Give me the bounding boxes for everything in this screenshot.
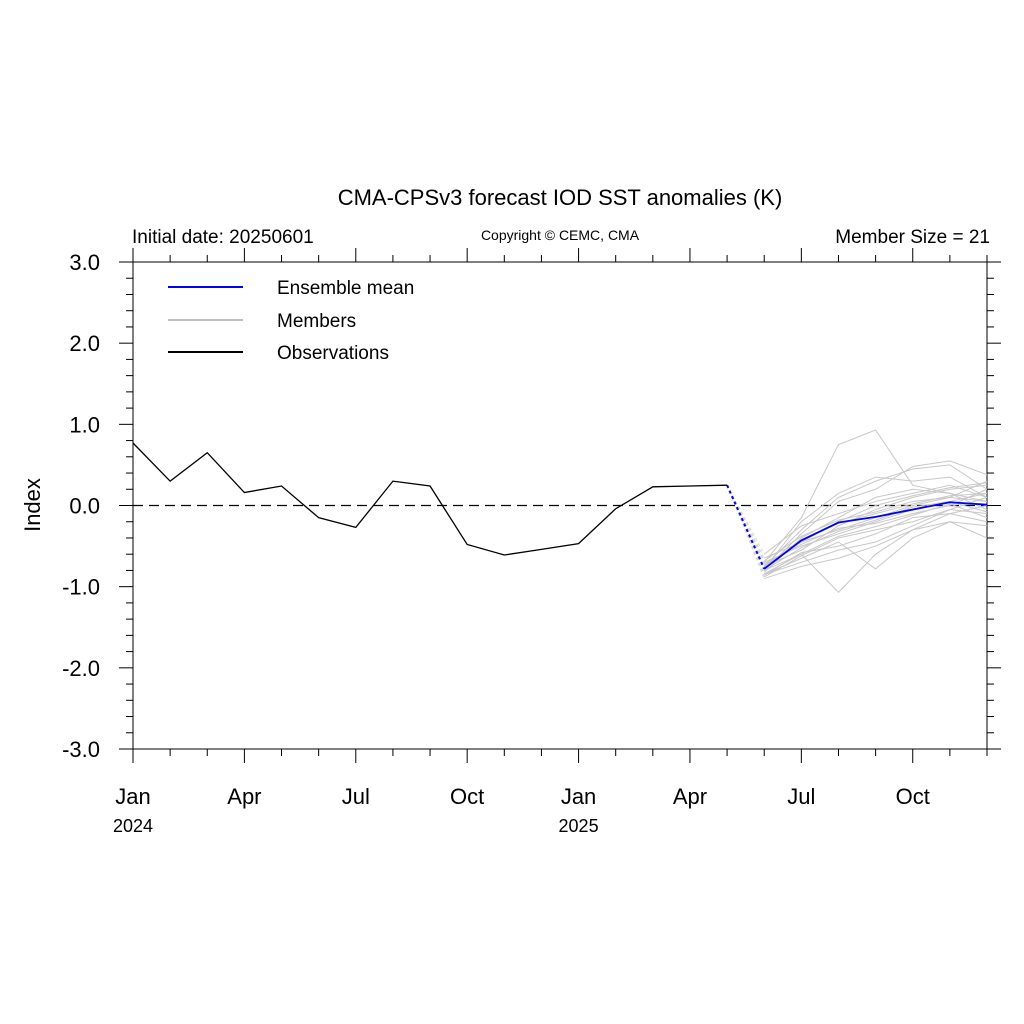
x-tick-label: Jul xyxy=(787,784,815,809)
x-tick-year-label: 2025 xyxy=(559,816,599,836)
member-connector xyxy=(726,484,765,555)
member-line xyxy=(763,509,988,578)
x-tick-label: Apr xyxy=(673,784,707,809)
x-tick-label: Apr xyxy=(227,784,261,809)
member-line xyxy=(763,503,988,575)
member-line xyxy=(764,496,988,575)
member-line xyxy=(763,484,988,555)
member-line xyxy=(763,488,988,573)
member-line xyxy=(764,521,988,580)
chart-title: CMA-CPSv3 forecast IOD SST anomalies (K) xyxy=(338,185,783,210)
y-tick-label: 0.0 xyxy=(69,494,100,519)
member-line xyxy=(764,505,988,594)
y-axis-label: Index xyxy=(20,478,45,532)
x-tick-label: Jan xyxy=(115,784,150,809)
member-connector xyxy=(726,485,765,574)
x-tick-label: Jul xyxy=(342,784,370,809)
initial-date-note: Initial date: 20250601 xyxy=(132,227,314,248)
legend-label-members: Members xyxy=(277,311,356,332)
legend: Ensemble mean Members Observations xyxy=(168,278,414,364)
legend-label-observations: Observations xyxy=(277,343,389,364)
member-line xyxy=(763,496,988,562)
x-tick-label: Oct xyxy=(450,784,484,809)
y-tick-label: -2.0 xyxy=(62,656,100,681)
x-tick-label: Oct xyxy=(896,784,930,809)
y-tick-label: 2.0 xyxy=(69,331,100,356)
member-line xyxy=(763,488,988,565)
copyright-note: Copyright © CEMC, CMA xyxy=(481,227,640,243)
legend-label-ensemble-mean: Ensemble mean xyxy=(277,278,414,299)
y-tick-label: -1.0 xyxy=(62,575,100,600)
y-tick-label: 1.0 xyxy=(69,412,100,437)
member-line xyxy=(764,484,988,567)
member-line xyxy=(763,460,988,571)
y-tick-label: -3.0 xyxy=(62,737,100,762)
plot-area: 3.0 2.0 1.0 0.0 -1.0 -2.0 -3.0 Jan 2024 Apr Jul Oct… xyxy=(62,248,1001,836)
observations-line xyxy=(132,442,728,556)
member-connector xyxy=(726,485,765,573)
x-tick-year-label: 2024 xyxy=(113,816,153,836)
member-line xyxy=(763,513,988,576)
member-size-note: Member Size = 21 xyxy=(835,227,990,248)
x-tick-label: Jan xyxy=(561,784,596,809)
ensemble-mean-connector xyxy=(726,484,766,570)
y-tick-label: 3.0 xyxy=(69,250,100,275)
member-line xyxy=(763,482,988,566)
member-line xyxy=(763,464,988,567)
ensemble-mean-line xyxy=(763,501,988,570)
member-line xyxy=(763,476,988,570)
